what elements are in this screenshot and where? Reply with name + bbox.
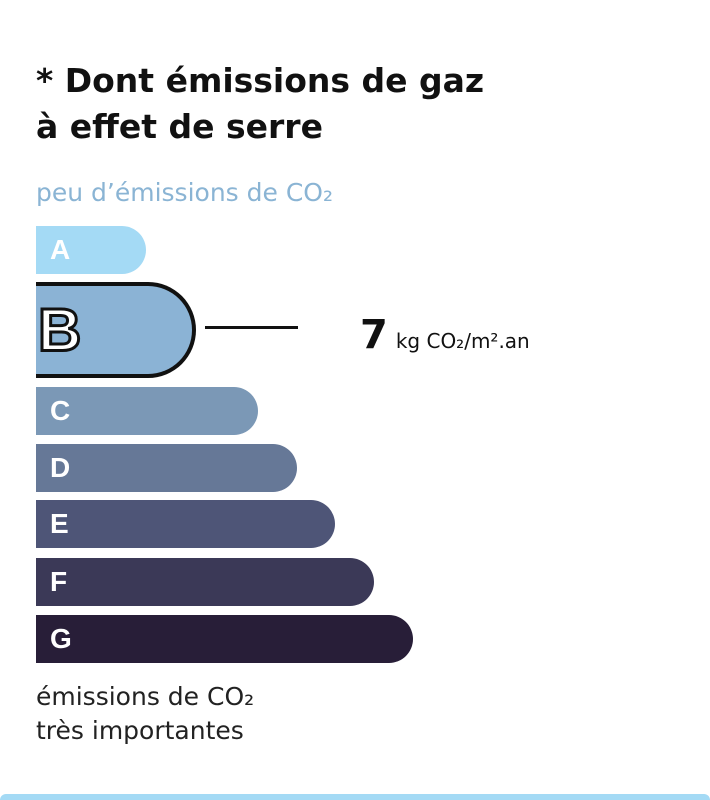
title-line-1: * Dont émissions de gaz <box>36 61 485 100</box>
class-letter: F <box>50 566 68 597</box>
bottom-label: émissions de CO₂ très importantes <box>36 680 254 748</box>
class-letter: E <box>50 508 69 539</box>
class-bar-a: A <box>36 226 146 274</box>
class-letter: C <box>50 395 71 426</box>
class-letter: A <box>50 234 71 265</box>
class-letter: G <box>50 623 72 654</box>
class-bar-g: G <box>36 615 413 663</box>
title-line-2: à effet de serre <box>36 107 323 146</box>
class-bar-b: B <box>36 282 196 378</box>
class-letter: D <box>50 452 71 483</box>
class-letter: B <box>36 295 82 365</box>
value-readout: 7 kg CO₂/m².an <box>360 312 530 358</box>
value-number: 7 <box>360 312 388 358</box>
bottom-label-line-2: très importantes <box>36 716 244 745</box>
class-bar-f: F <box>36 558 374 606</box>
bottom-label-line-1: émissions de CO₂ <box>36 682 255 711</box>
title: * Dont émissions de gaz à effet de serre <box>36 58 484 150</box>
class-bar-c: C <box>36 387 258 435</box>
class-bar-e: E <box>36 500 335 548</box>
class-bar-d: D <box>36 444 297 492</box>
bottom-border <box>0 794 710 800</box>
top-label: peu d’émissions de CO₂ <box>36 178 333 207</box>
value-unit: kg CO₂/m².an <box>395 329 530 353</box>
indicator-line <box>205 326 298 329</box>
